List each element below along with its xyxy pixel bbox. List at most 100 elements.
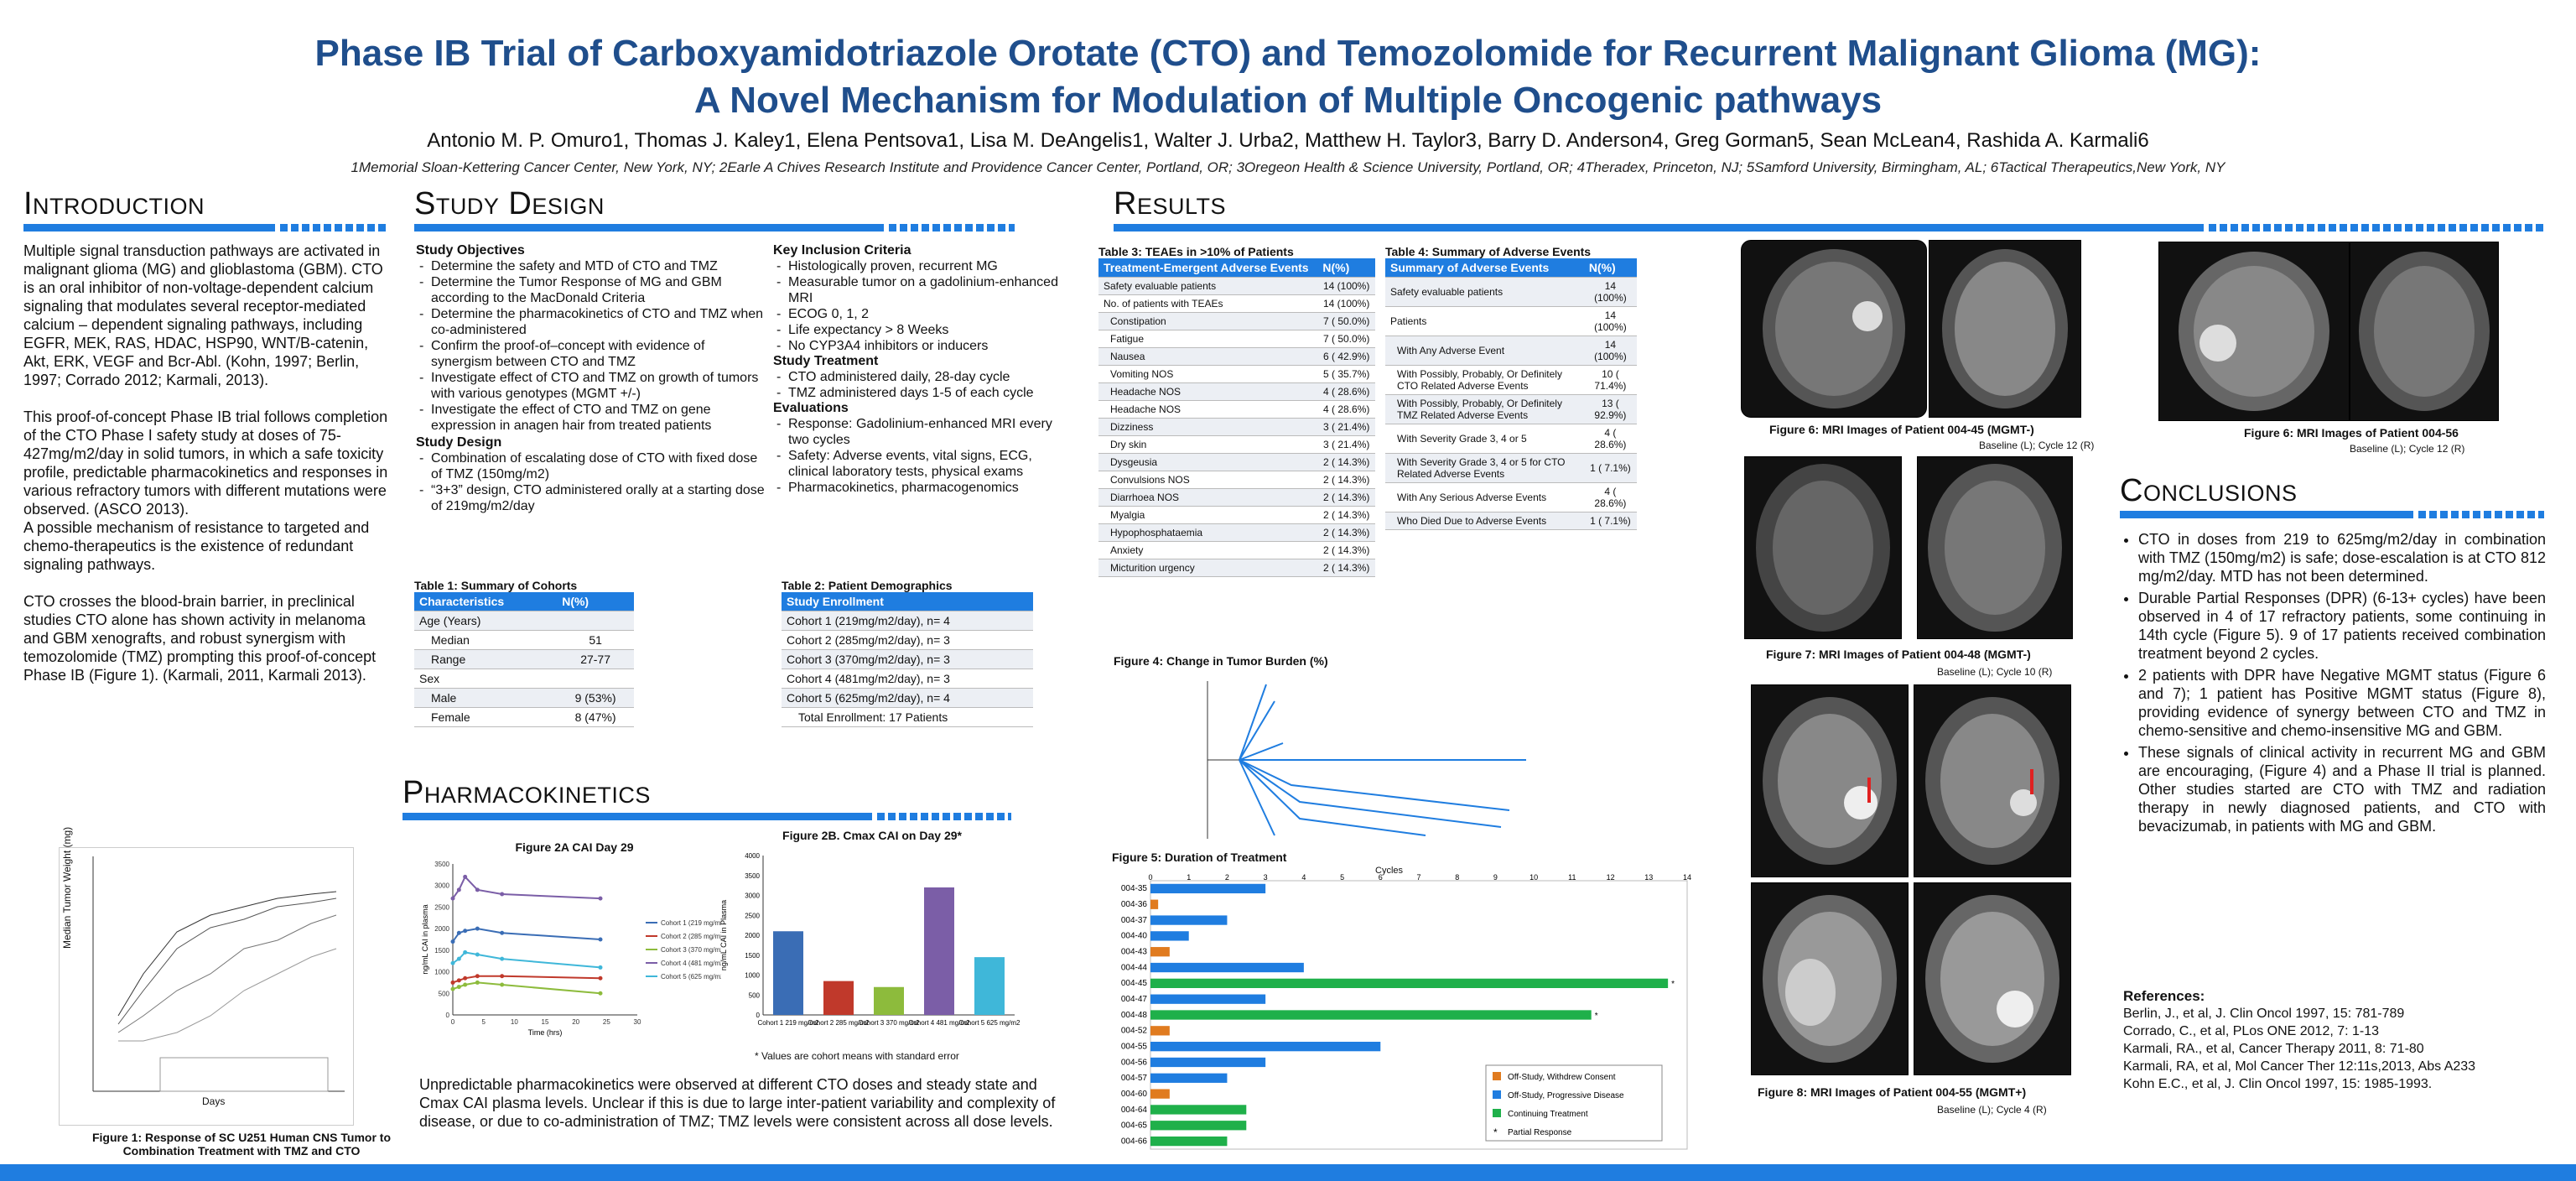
table-3-head: Treatment-Emergent Adverse Events — [1098, 258, 1318, 278]
treatment-list: CTO administered daily, 28-day cycle TMZ… — [773, 369, 1075, 401]
fig6b-caption: Figure 6: MRI Images of Patient 004-56 — [2244, 426, 2459, 440]
table-1-title: Table 1: Summary of Cohorts — [414, 579, 578, 592]
legend-swatch — [1493, 1090, 1501, 1099]
table-row: Median 51 — [414, 630, 634, 650]
table-cell: 2 ( 14.3%) — [1317, 488, 1375, 507]
data-point — [450, 939, 455, 944]
table-row: Hypophosphataemia 2 ( 14.3%) — [1098, 523, 1375, 542]
table-cell: Safety evaluable patients — [1098, 277, 1318, 295]
table-3: Table 3: TEAEs in >10% of Patients Treat… — [1098, 245, 1375, 577]
table-cell: 4 ( 28.6%) — [1317, 400, 1375, 419]
table-cell: Total Enrollment: 17 Patients — [782, 707, 1033, 727]
table-row: Headache NOS 4 ( 28.6%) — [1098, 382, 1375, 401]
data-point — [456, 930, 461, 935]
fig8-sub: Baseline (L); Cycle 4 (R) — [1937, 1104, 2047, 1116]
fig2b-title: Figure 2B. Cmax CAI on Day 29* — [782, 829, 962, 842]
data-point — [450, 960, 455, 965]
objective-item: Determine the Tumor Response of MG and G… — [419, 274, 768, 306]
references-heading: References: — [2123, 988, 2205, 1004]
fig2a-title: Figure 2A CAI Day 29 — [515, 840, 634, 854]
tick-label: 4000 — [745, 852, 760, 860]
table-cell — [557, 611, 634, 631]
table-row: Female 8 (47%) — [414, 707, 634, 727]
pk-section: Pharmacokinetics — [402, 775, 1023, 820]
bar — [1150, 962, 1304, 973]
table-4-head: Summary of Adverse Events — [1385, 258, 1584, 278]
table-1-head: Characteristics — [414, 592, 558, 611]
mri-image — [1741, 240, 1927, 418]
tick-label: 0 — [451, 1018, 455, 1026]
treatment-item: TMZ administered days 1-5 of each cycle — [776, 385, 1075, 401]
fig6a-caption: Figure 6: MRI Images of Patient 004-45 (… — [1769, 423, 2034, 436]
tick-label: 3000 — [745, 892, 760, 900]
table-cell: With Possibly, Probably, Or Definitely C… — [1385, 365, 1584, 395]
table-1-head: N(%) — [557, 592, 634, 611]
table-cell: 14 (100%) — [1583, 277, 1637, 307]
data-point — [450, 980, 455, 985]
category-label: Cohort 4 481 mg/m2 — [909, 1019, 970, 1027]
category-label: 004-64 — [1121, 1106, 1148, 1115]
authors: Antonio M. P. Omuro1, Thomas J. Kaley1, … — [427, 129, 2149, 152]
mri-image — [1914, 882, 2071, 1075]
reference-item: Corrado, C., et al, PLos ONE 2012, 7: 1-… — [2123, 1024, 2380, 1038]
table-cell: Dysgeusia — [1098, 453, 1318, 471]
tick-label: 1 — [1187, 874, 1191, 882]
category-label: 004-65 — [1121, 1121, 1148, 1131]
series-line — [452, 928, 601, 943]
intro-heading: Introduction — [23, 186, 205, 221]
mri-image — [2158, 242, 2350, 421]
bar — [1150, 1089, 1170, 1099]
objectives-heading: Study Objectives — [416, 243, 525, 258]
tick-label: 0 — [1148, 874, 1152, 882]
bar — [1150, 1105, 1247, 1115]
reference-item: Karmali, RA, et al, Mol Cancer Ther 12:1… — [2123, 1059, 2476, 1074]
table-2-head: Study Enrollment — [782, 592, 1033, 611]
table-cell: 7 ( 50.0%) — [1317, 330, 1375, 348]
tick-label: 0 — [446, 1012, 450, 1019]
table-2-grid: Study Enrollment Cohort 1 (219mg/m2/day)… — [782, 592, 1033, 727]
study-left-col: Study Objectives Determine the safety an… — [416, 243, 768, 514]
table-cell: 1 ( 7.1%) — [1583, 512, 1637, 530]
conclusion-item: CTO in doses from 219 to 625mg/m2/day in… — [2138, 530, 2546, 585]
tick-label: 8 — [1455, 874, 1459, 882]
table-cell: Micturition urgency — [1098, 559, 1318, 577]
table-cell: 14 (100%) — [1317, 294, 1375, 313]
objective-item: Determine the safety and MTD of CTO and … — [419, 258, 768, 274]
table-cell: Median — [414, 630, 558, 650]
table-cell: Myalgia — [1098, 506, 1318, 524]
tick-label: 13 — [1644, 874, 1653, 882]
table-cell: With Any Adverse Event — [1385, 336, 1584, 366]
reference-item: Kohn E.C., et al, J. Clin Oncol 1997, 15… — [2123, 1077, 2433, 1091]
bar — [1150, 1136, 1228, 1147]
table-1: Table 1: Summary of Cohorts Characterist… — [414, 579, 634, 727]
fig4-title: Figure 4: Change in Tumor Burden (%) — [1114, 654, 1328, 668]
tick-label: 1000 — [434, 969, 449, 976]
data-point — [598, 937, 603, 942]
fig7-sub: Baseline (L); Cycle 10 (R) — [1937, 666, 2053, 678]
tick-label: 7 — [1416, 874, 1420, 882]
table-cell: 4 ( 28.6%) — [1317, 382, 1375, 401]
bar — [1150, 1057, 1266, 1068]
table-row: Cohort 1 (219mg/m2/day), n= 4 — [782, 611, 1033, 631]
data-point — [598, 975, 603, 981]
tick-label: 14 — [1683, 874, 1691, 882]
legend-label: Partial Response — [1508, 1128, 1572, 1137]
objective-item: Confirm the proof-of–concept with eviden… — [419, 338, 768, 370]
conclusion-item: 2 patients with DPR have Negative MGMT s… — [2138, 666, 2546, 740]
design-item: “3+3” design, CTO administered orally at… — [419, 482, 768, 514]
objective-item: Investigate the effect of CTO and TMZ on… — [419, 402, 768, 434]
data-point — [475, 980, 480, 985]
category-label: 004-48 — [1121, 1011, 1148, 1020]
table-row: With Possibly, Probably, Or Definitely C… — [1385, 365, 1637, 395]
design-item: Combination of escalating dose of CTO wi… — [419, 450, 768, 482]
table-row: With Severity Grade 3, 4 or 5 for CTO Re… — [1385, 453, 1637, 483]
data-point — [475, 926, 480, 931]
fig8-caption: Figure 8: MRI Images of Patient 004-55 (… — [1758, 1085, 2027, 1099]
tick-label: 10 — [511, 1018, 518, 1026]
tick-label: 3 — [1264, 874, 1268, 882]
bar — [1150, 1073, 1228, 1083]
table-cell: Vomiting NOS — [1098, 365, 1318, 383]
category-label: 004-45 — [1121, 979, 1148, 988]
axis-label: ng/mL CAI in plasma — [421, 904, 429, 974]
figure-1-chart: Median Tumor Weight (mg) Days — [59, 827, 354, 1126]
